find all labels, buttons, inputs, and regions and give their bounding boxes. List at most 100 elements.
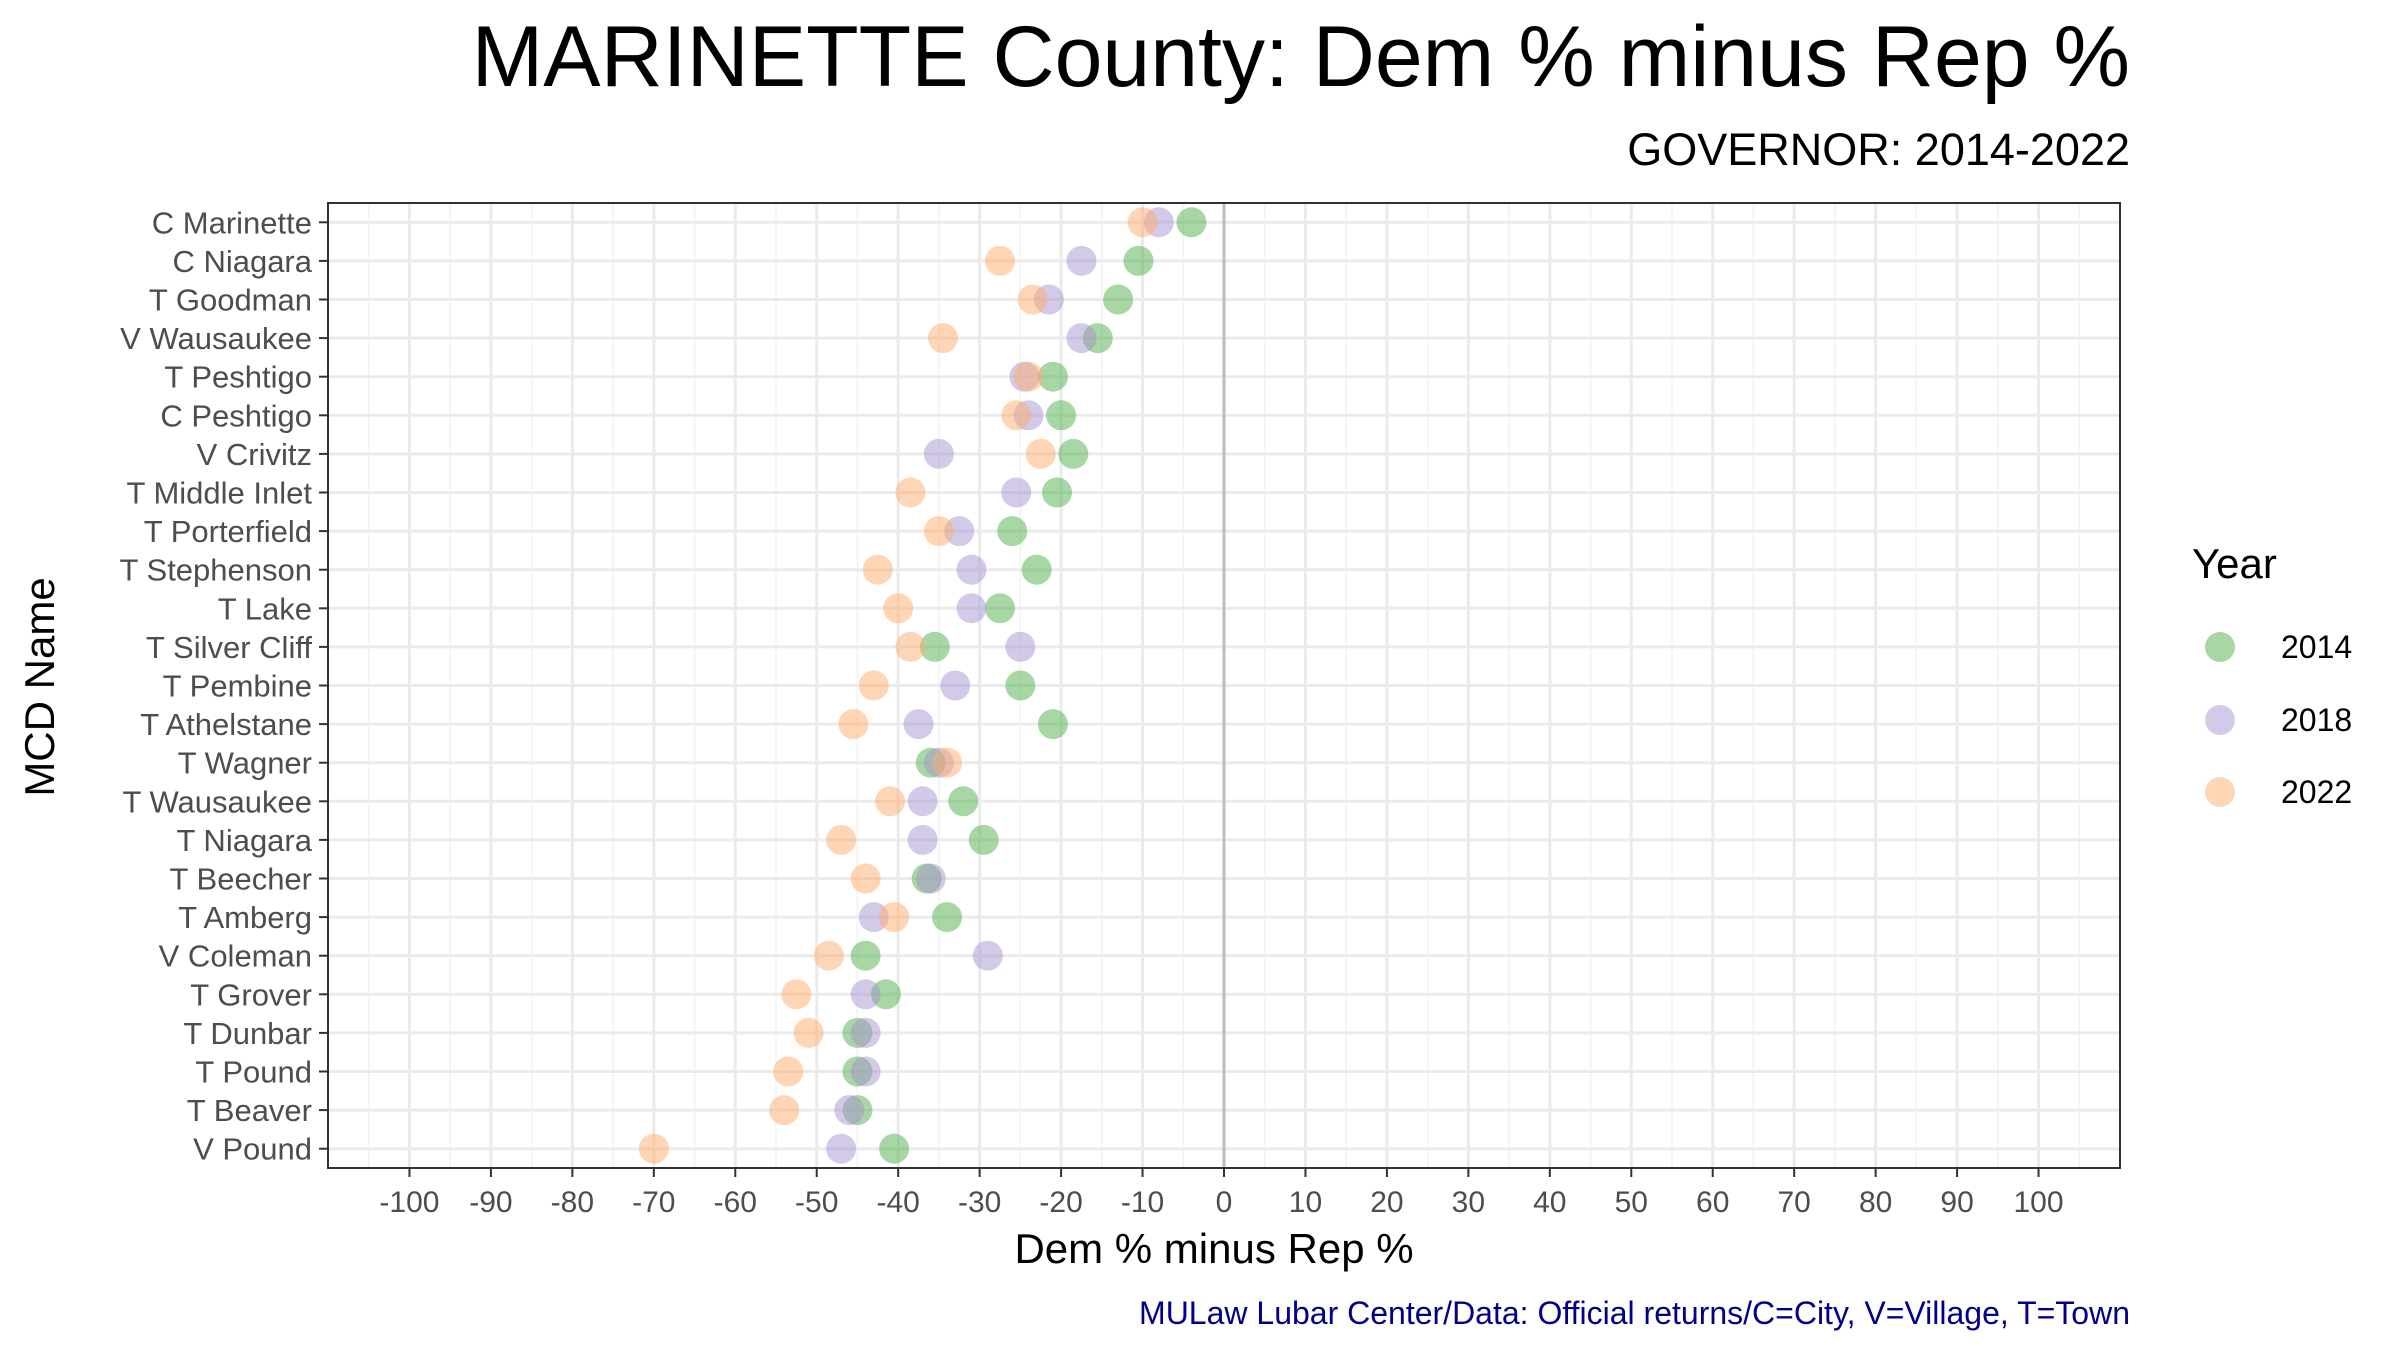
point-2018 <box>1001 477 1032 508</box>
axes: -100 -90 -80 -70 -60 -50 -40 -30 -20 -10 0 10 20 30 40… <box>120 203 2064 1219</box>
x-tick-label: 60 <box>1696 1186 1729 1219</box>
y-tick-label: T Lake <box>218 591 312 626</box>
point-2014 <box>919 631 950 662</box>
x-tick-label: -100 <box>379 1186 439 1219</box>
x-tick-label: 90 <box>1940 1186 1973 1219</box>
legend-label-2022: 2022 <box>2281 773 2353 810</box>
point-2018 <box>923 438 954 469</box>
point-2018 <box>1005 631 1036 662</box>
x-tick-label: -30 <box>958 1186 1001 1219</box>
point-2014 <box>968 824 999 855</box>
y-tick-label: T Beecher <box>170 862 312 897</box>
point-2018 <box>850 979 881 1010</box>
x-tick-label: 70 <box>1777 1186 1810 1219</box>
y-axis-label: MCD Name <box>16 577 63 797</box>
legend-title: Year <box>2192 540 2277 587</box>
y-tick-label: T Stephenson <box>120 553 312 588</box>
chart-subtitle: GOVERNOR: 2014-2022 <box>1627 124 2130 175</box>
point-2014 <box>1103 284 1134 315</box>
x-tick-label: 20 <box>1370 1186 1403 1219</box>
point-2014 <box>1123 245 1154 276</box>
legend-item-2014: 2014 <box>2205 627 2352 667</box>
y-tick-label: T Porterfield <box>144 514 312 549</box>
y-tick-label: V Pound <box>193 1132 312 1167</box>
point-2018 <box>907 786 938 817</box>
y-tick-label: T Goodman <box>149 283 312 318</box>
point-2022 <box>875 786 906 817</box>
point-2014 <box>948 786 979 817</box>
legend-swatch-2014 <box>2205 632 2235 662</box>
x-tick-label: -10 <box>1121 1186 1164 1219</box>
data-points <box>638 207 1207 1164</box>
x-tick-label: 100 <box>2014 1186 2064 1219</box>
legend-label-2014: 2014 <box>2281 628 2353 665</box>
y-tick-label: C Peshtigo <box>160 398 312 433</box>
x-tick-label: -40 <box>877 1186 920 1219</box>
point-2018 <box>834 1095 865 1126</box>
point-2014 <box>1037 361 1068 392</box>
point-2022 <box>895 631 926 662</box>
x-tick-label: 10 <box>1289 1186 1322 1219</box>
point-2018 <box>1066 323 1097 354</box>
x-tick-label: 30 <box>1452 1186 1485 1219</box>
point-2014 <box>1058 438 1089 469</box>
x-tick-label: 80 <box>1859 1186 1892 1219</box>
y-tick-label: T Wagner <box>178 746 312 781</box>
y-tick-label: T Silver Cliff <box>146 630 312 665</box>
y-tick-label: T Peshtigo <box>164 360 312 395</box>
point-2014 <box>997 516 1028 547</box>
point-2022 <box>985 245 1015 276</box>
point-2018 <box>850 1017 881 1048</box>
y-tick-label: V Coleman <box>159 939 312 974</box>
point-2018 <box>956 593 987 624</box>
x-tick-label: -70 <box>632 1186 675 1219</box>
y-tick-label: T Pembine <box>163 669 312 704</box>
y-tick-label: T Niagara <box>176 823 312 858</box>
point-2018 <box>826 1133 857 1164</box>
point-2014 <box>850 940 881 971</box>
y-tick-label: C Niagara <box>172 244 312 279</box>
legend-swatch-2022 <box>2205 777 2235 807</box>
x-tick-label: 40 <box>1533 1186 1566 1219</box>
point-2022 <box>838 709 869 740</box>
y-tick-label: T Grover <box>190 977 312 1012</box>
point-2022 <box>1001 400 1032 431</box>
point-2022 <box>793 1017 824 1048</box>
point-2014 <box>985 593 1015 624</box>
x-tick-label: -90 <box>469 1186 512 1219</box>
point-2022 <box>879 902 910 933</box>
legend-label-2018: 2018 <box>2281 701 2353 738</box>
y-tick-label: T Wausaukee <box>122 784 312 819</box>
point-2022 <box>883 593 914 624</box>
point-2018 <box>907 824 938 855</box>
y-tick-label: V Crivitz <box>197 437 312 472</box>
point-2022 <box>927 323 958 354</box>
x-tick-label: -50 <box>795 1186 838 1219</box>
point-2022 <box>862 554 893 585</box>
legend-swatch-2018 <box>2205 705 2235 735</box>
point-2022 <box>932 747 963 778</box>
point-2018 <box>1066 245 1097 276</box>
point-2018 <box>915 863 946 894</box>
point-2018 <box>940 670 971 701</box>
y-tick-label: T Pound <box>195 1055 312 1090</box>
x-tick-label: -20 <box>1039 1186 1082 1219</box>
point-2018 <box>903 709 934 740</box>
x-tick-label: 50 <box>1615 1186 1648 1219</box>
point-2022 <box>1127 207 1158 238</box>
y-tick-label: T Athelstane <box>140 707 312 742</box>
point-2022 <box>895 477 926 508</box>
point-2018 <box>972 940 1003 971</box>
y-tick-label: T Middle Inlet <box>126 476 312 511</box>
point-2022 <box>1013 361 1044 392</box>
point-2022 <box>773 1056 804 1087</box>
y-tick-label: T Dunbar <box>183 1016 312 1051</box>
x-tick-label: -80 <box>551 1186 594 1219</box>
point-2014 <box>1005 670 1036 701</box>
y-tick-label: V Wausaukee <box>120 321 312 356</box>
point-2022 <box>850 863 881 894</box>
point-2014 <box>1037 709 1068 740</box>
point-2018 <box>956 554 987 585</box>
point-2014 <box>1021 554 1052 585</box>
